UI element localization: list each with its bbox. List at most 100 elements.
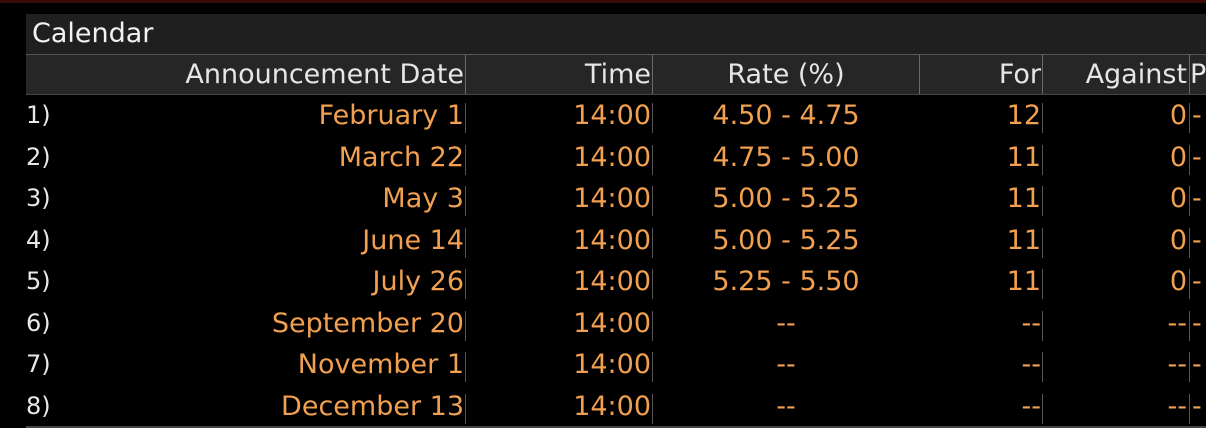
column-divider [652,55,653,94]
row-index[interactable]: 3) [26,184,51,212]
row-index[interactable]: 7) [26,350,51,378]
row-index[interactable]: 1) [26,101,51,129]
column-divider [652,310,653,341]
cell-time: 14:00 [573,183,651,214]
column-header-time[interactable]: Time [584,59,651,90]
cell-time: 14:00 [573,266,651,297]
cell-time: 14:00 [573,100,651,131]
row-index[interactable]: 5) [26,267,51,295]
column-divider [652,269,653,299]
cell-announcement-date: February 1 [318,100,464,131]
table-row[interactable]: 1) February 1 14:00 4.50 - 4.75 12 0- [26,95,1206,137]
cell-rate: 5.00 - 5.25 [712,224,860,256]
table-row[interactable]: 8) December 13 14:00 -- -- -- - [26,386,1206,428]
column-divider [1189,269,1190,299]
cell-announcement-date: September 20 [271,307,464,339]
cell-time: 14:00 [573,141,651,173]
column-divider [1042,144,1043,175]
column-header-announcement-date[interactable]: Announcement Date [185,59,464,90]
column-divider [465,55,466,94]
cell-announcement-date: December 13 [281,390,464,422]
column-divider [919,55,920,94]
cell-against: 0 [1169,266,1187,297]
column-divider [1189,144,1190,175]
column-header-truncated[interactable]: P [1190,59,1206,90]
cell-truncated: - [1192,349,1202,380]
table-row[interactable]: 5) July 26 14:00 5.25 - 5.50 11 0- [26,261,1206,303]
cell-for: -- [1021,390,1042,422]
column-divider [652,103,653,133]
cell-for: 11 [1006,141,1041,173]
cell-for: -- [1021,349,1042,380]
row-index[interactable]: 4) [26,225,51,254]
cell-rate: -- [776,349,796,380]
column-divider [1042,310,1043,341]
column-divider [465,310,466,341]
column-header-rate[interactable]: Rate (%) [727,59,845,90]
table-row[interactable]: 2) March 22 14:00 4.75 - 5.00 11 0- [26,137,1206,179]
cell-truncated: - [1192,390,1202,422]
cell-for: 11 [1006,266,1041,297]
cell-announcement-date: June 14 [362,224,464,256]
column-divider [1189,393,1190,424]
column-divider [652,393,653,424]
table-row[interactable]: 6) September 20 14:00 -- -- -- - [26,303,1206,345]
cell-for: 11 [1006,224,1041,256]
table-row[interactable]: 4) June 14 14:00 5.00 - 5.25 11 0- [26,220,1206,262]
column-divider [1189,103,1190,133]
cell-time: 14:00 [573,390,651,422]
column-divider [465,103,466,133]
column-divider [465,144,466,175]
column-header-for[interactable]: For [998,59,1041,90]
cell-truncated: - [1192,100,1202,131]
cell-truncated: - [1192,307,1202,339]
cell-for: 11 [1006,183,1041,214]
column-divider [465,352,466,382]
column-divider [652,352,653,382]
column-divider [1042,186,1043,216]
cell-for: -- [1021,307,1042,339]
column-divider [1189,227,1190,258]
top-accent-line [0,0,1206,3]
table-row[interactable]: 7) November 1 14:00 -- -- -- - [26,344,1206,386]
cell-against: 0 [1169,183,1187,214]
column-divider [1042,269,1043,299]
cell-rate: 4.50 - 4.75 [712,100,860,131]
column-divider [465,393,466,424]
cell-time: 14:00 [573,224,651,256]
cell-rate: 5.25 - 5.50 [712,266,860,297]
column-divider [1189,55,1190,94]
row-index[interactable]: 2) [26,142,51,171]
panel-bottom-border [26,426,1206,428]
cell-for: 12 [1006,100,1041,131]
cell-rate: -- [776,390,796,422]
cell-truncated: - [1192,266,1202,297]
column-divider [652,144,653,175]
cell-rate: 4.75 - 5.00 [712,141,860,173]
cell-against: 0 [1169,224,1187,256]
table-header: Announcement Date Time Rate (%) For Agai… [26,54,1206,95]
column-divider [652,227,653,258]
column-divider [1042,103,1043,133]
cell-rate: -- [776,307,796,339]
row-index[interactable]: 8) [26,391,51,420]
column-divider [652,186,653,216]
column-divider [1042,352,1043,382]
row-index[interactable]: 6) [26,308,51,337]
cell-against: -- [1167,307,1188,339]
table-row[interactable]: 3) May 3 14:00 5.00 - 5.25 11 0- [26,178,1206,220]
cell-time: 14:00 [573,349,651,380]
cell-against: -- [1167,390,1188,422]
column-divider [1189,310,1190,341]
column-divider [1042,393,1043,424]
column-divider [1042,227,1043,258]
column-divider [1189,186,1190,216]
column-divider [1042,55,1043,94]
calendar-panel: Calendar Announcement Date Time Rate (%)… [26,14,1206,428]
column-header-against[interactable]: Against [1085,59,1187,90]
panel-title: Calendar [26,14,1206,54]
cell-against: -- [1167,349,1188,380]
cell-announcement-date: March 22 [338,141,464,173]
cell-announcement-date: May 3 [382,183,464,214]
cell-rate: 5.00 - 5.25 [712,183,860,214]
